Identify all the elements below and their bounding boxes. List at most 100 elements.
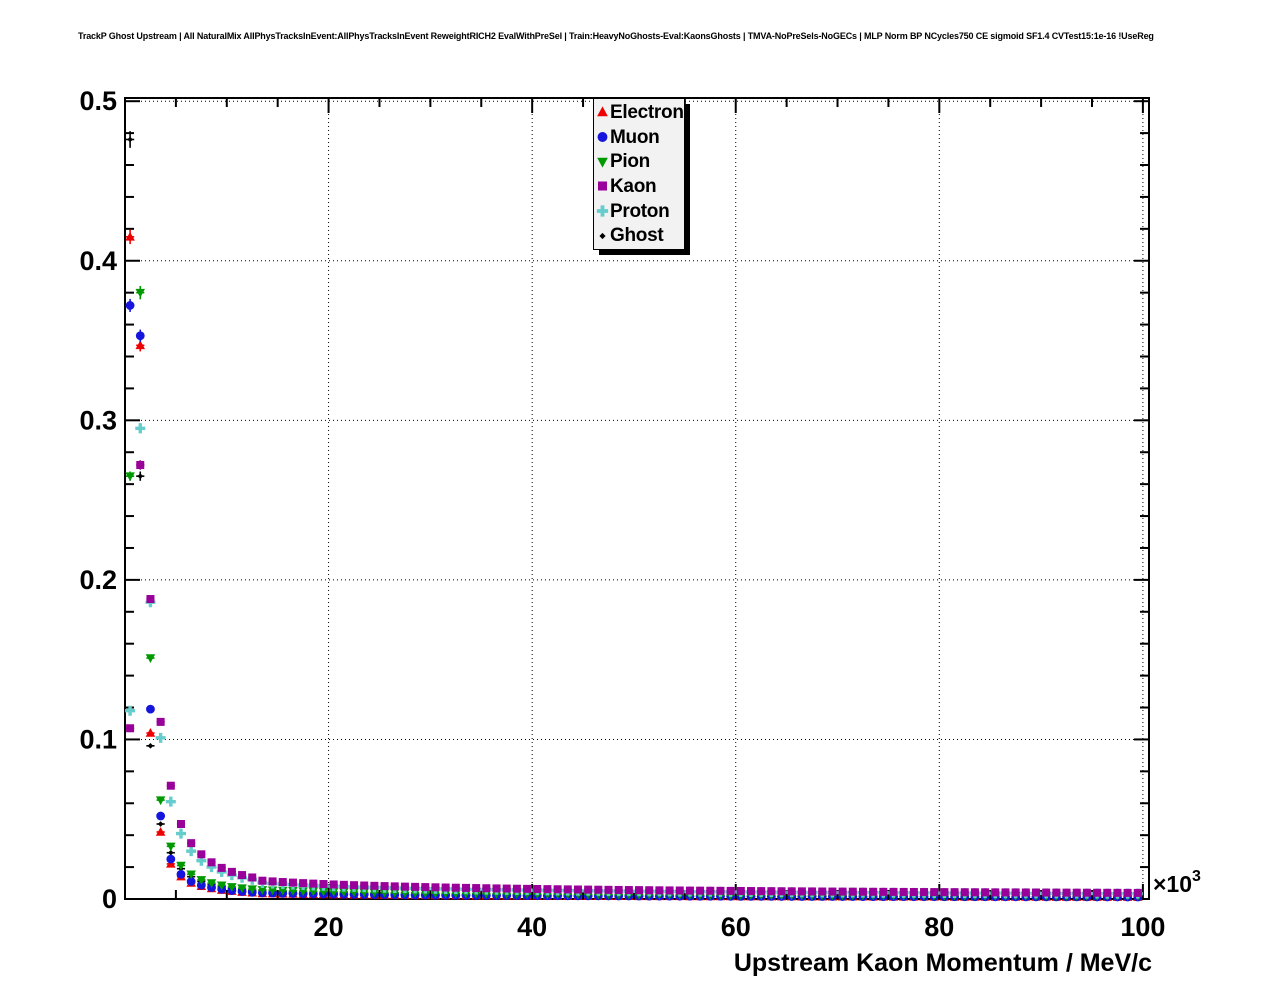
data-point-marker — [216, 881, 227, 891]
data-point-marker — [573, 885, 582, 894]
data-point-marker — [156, 717, 165, 726]
legend-label-kaon: Kaon — [610, 175, 657, 197]
y-tick-label: 0.3 — [79, 405, 117, 435]
data-point-marker — [318, 887, 329, 897]
data-point-marker — [308, 887, 319, 897]
x-tick-label: 60 — [721, 912, 751, 942]
data-point-marker — [889, 887, 898, 896]
data-series-electron — [125, 229, 1143, 901]
data-point-marker — [339, 888, 349, 897]
data-point-marker — [176, 820, 185, 829]
data-point-marker — [166, 854, 176, 864]
data-series-kaon — [126, 460, 1142, 897]
data-point-marker — [146, 704, 155, 714]
data-point-marker — [288, 878, 297, 887]
data-point-marker — [451, 883, 460, 892]
data-point-marker — [472, 884, 481, 893]
data-point-marker — [624, 886, 633, 895]
data-point-marker — [858, 887, 867, 896]
x-tick-label: 80 — [924, 912, 954, 942]
plot-title: TrackP Ghost Upstream | All NaturalMix A… — [78, 31, 1154, 41]
data-point-marker — [187, 839, 196, 848]
data-point-marker — [328, 887, 339, 897]
data-point-marker — [1062, 888, 1071, 897]
data-point-marker — [319, 880, 328, 889]
data-point-marker — [299, 879, 308, 888]
ghost-marker-icon — [599, 232, 606, 239]
data-point-marker — [604, 885, 613, 894]
legend-entry-proton: Proton — [595, 199, 684, 224]
data-point-marker — [597, 132, 608, 142]
data-point-marker — [197, 850, 206, 859]
legend-label-electron: Electron — [610, 101, 684, 123]
legend-label-proton: Proton — [610, 200, 670, 222]
data-point-marker — [166, 842, 176, 852]
data-point-marker — [584, 885, 593, 894]
data-point-marker — [349, 888, 359, 898]
data-point-marker — [146, 595, 155, 604]
data-point-marker — [145, 728, 156, 737]
legend-label-pion: Pion — [610, 151, 650, 173]
data-point-marker — [502, 884, 511, 893]
data-point-marker — [950, 888, 959, 897]
data-point-marker — [370, 881, 379, 890]
data-point-marker — [390, 882, 399, 891]
data-point-marker — [360, 881, 369, 890]
data-point-marker — [147, 743, 154, 749]
data-point-marker — [166, 781, 175, 790]
data-point-marker — [410, 889, 420, 898]
proton-marker-icon — [596, 205, 609, 217]
data-point-marker — [909, 888, 918, 897]
data-point-marker — [339, 880, 348, 889]
data-point-marker — [818, 887, 827, 896]
data-point-marker — [635, 886, 644, 895]
data-point-marker — [1032, 888, 1041, 897]
data-point-marker — [461, 883, 470, 892]
data-point-marker — [1082, 888, 1091, 897]
data-point-marker — [930, 888, 939, 897]
data-point-marker — [369, 888, 380, 898]
data-point-marker — [1113, 888, 1122, 897]
y-tick-label: 0.4 — [79, 246, 117, 276]
data-point-marker — [167, 849, 174, 856]
data-point-marker — [563, 885, 572, 894]
data-point-marker — [400, 889, 410, 898]
legend-label-muon: Muon — [610, 126, 660, 148]
data-point-marker — [1093, 888, 1102, 897]
data-point-marker — [278, 886, 288, 896]
data-point-marker — [237, 884, 247, 894]
data-point-marker — [389, 888, 400, 898]
y-tick-label: 0.5 — [79, 86, 117, 116]
legend-box: Electron Muon Pion Kaon Proton Ghost — [593, 98, 685, 250]
data-point-marker — [248, 873, 257, 882]
data-point-marker — [420, 889, 431, 899]
data-point-marker — [869, 887, 878, 896]
data-point-marker — [981, 888, 990, 897]
data-point-marker — [257, 886, 268, 895]
data-series-pion — [125, 285, 1143, 901]
data-point-marker — [309, 879, 318, 888]
data-point-marker — [155, 732, 166, 743]
x-axis-title: Upstream Kaon Momentum / MeV/c — [734, 949, 1152, 977]
data-point-marker — [655, 886, 664, 895]
data-point-marker — [1072, 888, 1081, 897]
data-point-marker — [125, 705, 136, 716]
data-point-marker — [838, 887, 847, 896]
data-point-marker — [145, 654, 156, 664]
data-point-marker — [787, 887, 796, 896]
data-point-marker — [156, 811, 166, 821]
data-point-marker — [879, 887, 888, 896]
axis-ticks — [125, 98, 1149, 899]
data-point-marker — [777, 887, 786, 896]
data-point-marker — [278, 878, 287, 887]
data-point-marker — [512, 884, 521, 893]
data-point-marker — [736, 886, 745, 895]
data-point-marker — [288, 887, 298, 896]
data-point-marker — [991, 888, 1000, 897]
data-series-proton — [125, 423, 1143, 899]
data-point-marker — [543, 885, 552, 894]
muon-marker-icon — [597, 132, 608, 142]
data-point-marker — [329, 880, 338, 889]
legend-entry-muon: Muon — [595, 125, 684, 150]
data-point-marker — [1123, 888, 1132, 897]
